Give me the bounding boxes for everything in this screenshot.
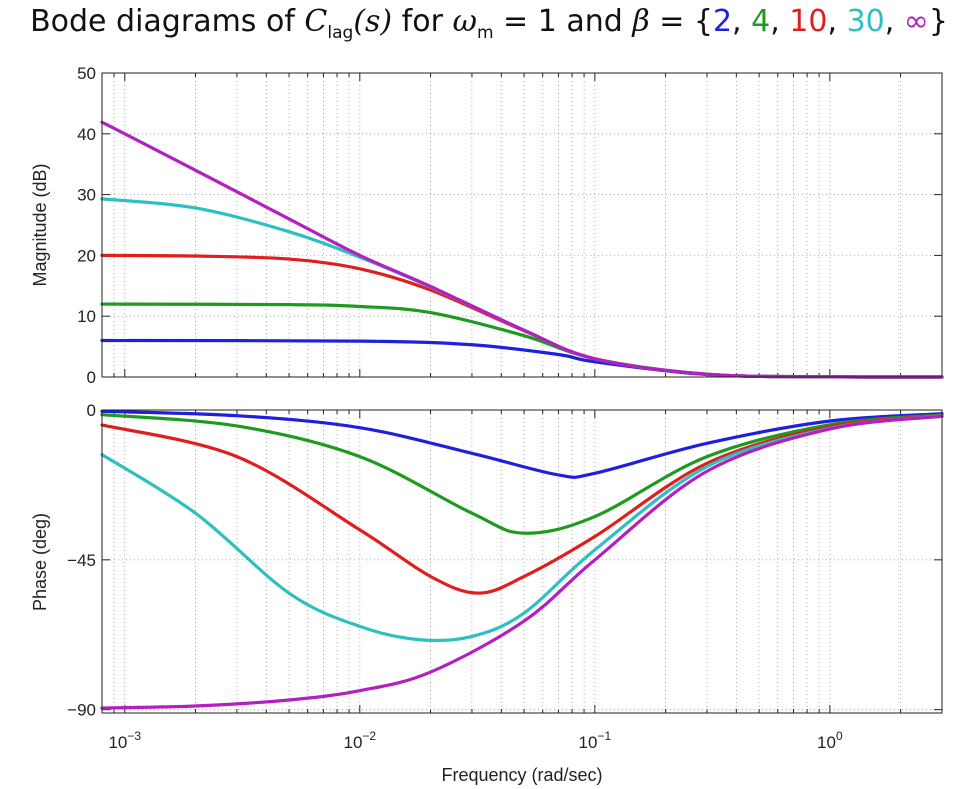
frequency-tick-label: 100 (817, 729, 843, 752)
title-prefix: Bode diagrams of (30, 4, 305, 39)
frequency-tick-label: 10−2 (344, 729, 377, 752)
magnitude-y-tick-label: 50 (77, 64, 96, 83)
title-for: for (392, 4, 453, 39)
magnitude-y-tick-label: 0 (87, 368, 96, 387)
title-omega-symbol: ω (452, 4, 477, 39)
frequency-axis-label: Frequency (rad/sec) (441, 765, 602, 785)
magnitude-axes-box (101, 72, 943, 378)
magnitude-curve-beta-inf (100, 120, 944, 379)
magnitude-y-ticks: 0 10 20 30 40 50 (77, 64, 942, 387)
phase-curve-beta-2 (100, 409, 944, 479)
title-beta-30: 30 (846, 4, 885, 39)
title-beta-2: 2 (712, 4, 733, 39)
title-omega-equals: = 1 and (493, 4, 633, 39)
phase-plot: 0 −45 −90 Phase (deg) (30, 401, 944, 720)
magnitude-axes-box (101, 72, 943, 378)
title-comma: , (770, 4, 790, 39)
phase-curve-beta-inf (100, 414, 944, 710)
phase-y-ticks: 0 −45 −90 (67, 401, 942, 720)
phase-axes-box (101, 409, 943, 714)
title-comma: , (884, 4, 904, 39)
title-beta-symbol: β (632, 4, 650, 39)
title-beta-10: 10 (789, 4, 828, 39)
phase-y-tick-label: 0 (87, 401, 96, 420)
title-beta-4: 4 (751, 4, 771, 39)
magnitude-y-tick-label: 30 (77, 186, 96, 205)
magnitude-y-tick-label: 20 (77, 246, 96, 265)
phase-axes-box (101, 409, 943, 714)
phase-curves (100, 409, 944, 710)
magnitude-plot: 0 10 20 30 40 50 Magnitude (dB) (30, 64, 944, 387)
magnitude-axis-label: Magnitude (dB) (30, 163, 50, 286)
frequency-tick-label: 10−1 (579, 729, 612, 752)
frequency-tick-label: 10−3 (108, 729, 141, 752)
magnitude-y-tick-label: 40 (77, 125, 96, 144)
title-func-subscript: lag (327, 23, 354, 43)
frequency-tick-labels: 10−3 10−2 10−1 100 (108, 729, 843, 752)
title-func-symbol: C (304, 4, 328, 39)
title-comma: , (827, 4, 847, 39)
phase-curve-beta-4 (100, 413, 944, 535)
title-func-arg: (s) (353, 4, 393, 39)
title-comma: , (732, 4, 752, 39)
phase-curve-beta-10 (100, 414, 944, 595)
title-omega-subscript: m (476, 23, 494, 43)
phase-axis-label: Phase (deg) (30, 513, 50, 611)
title-beta-infinity: ∞ (903, 4, 929, 39)
title-beta-equals: = { (649, 4, 713, 39)
phase-y-tick-label: −45 (67, 551, 96, 570)
chart-title: Bode diagrams of Clag(s) for ωm = 1 and … (0, 4, 978, 43)
magnitude-y-tick-label: 10 (77, 307, 96, 326)
phase-y-tick-label: −90 (67, 701, 96, 720)
title-close: } (928, 4, 948, 39)
phase-curve-beta-30 (100, 414, 944, 643)
